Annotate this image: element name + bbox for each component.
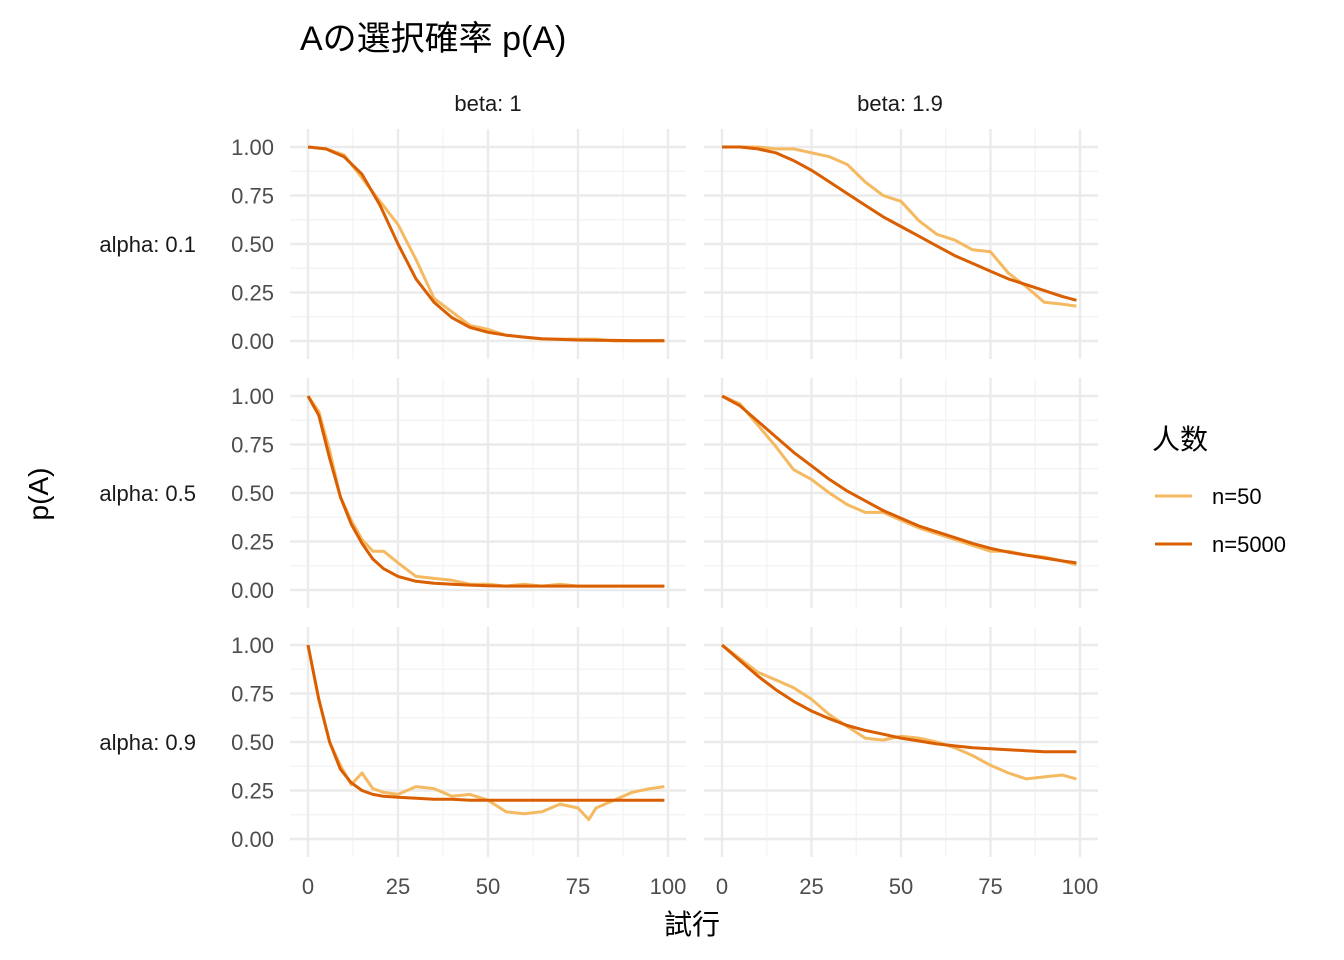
- panel-r2-c0: 0.00 0.25 0.50 0.75 1.00 alpha: 0.9 0 25 50 75 100: [99, 627, 686, 899]
- x-tick-label: 0: [716, 874, 728, 899]
- y-tick-label: 0.00: [231, 329, 274, 354]
- panel-r0-c0: 0.00 0.25 0.50 0.75 1.00 alpha: 0.1: [99, 129, 686, 359]
- y-tick-label: 0.75: [231, 433, 274, 458]
- legend-label-n50: n=50: [1212, 484, 1262, 509]
- chart-title: Aの選択確率 p(A): [300, 20, 566, 58]
- col-strip-beta-1: beta: 1: [454, 91, 521, 116]
- y-tick-label: 1.00: [231, 135, 274, 160]
- col-strip-beta-1-9: beta: 1.9: [857, 91, 943, 116]
- x-tick-label: 100: [1062, 874, 1099, 899]
- series-line-n5000: [306, 644, 665, 802]
- y-tick-label: 0.75: [231, 682, 274, 707]
- y-tick-label: 0.00: [231, 827, 274, 852]
- legend-label-n5000: n=5000: [1212, 532, 1286, 557]
- y-tick-label: 0.25: [231, 530, 274, 555]
- panel-r1-c1: [704, 378, 1098, 608]
- series-line-n5000: [722, 145, 1077, 302]
- row-strip-label: alpha: 0.5: [99, 481, 196, 506]
- x-tick-label: 25: [386, 874, 410, 899]
- y-tick-label: 0.75: [231, 184, 274, 209]
- x-tick-label: 100: [650, 874, 687, 899]
- y-tick-label: 1.00: [231, 384, 274, 409]
- y-tick-label: 0.25: [231, 281, 274, 306]
- series-line-n50: [306, 395, 665, 588]
- x-tick-label: 75: [566, 874, 590, 899]
- legend: 人数 n=50 n=5000: [1152, 424, 1286, 557]
- x-tick-label: 50: [889, 874, 913, 899]
- x-tick-label: 75: [978, 874, 1002, 899]
- series-line-n5000: [306, 395, 665, 588]
- y-tick-label: 0.25: [231, 779, 274, 804]
- series-line-n5000: [307, 145, 665, 343]
- series-line-n5000: [721, 394, 1077, 565]
- panel-r1-c0: 0.00 0.25 0.50 0.75 1.00 alpha: 0.5: [99, 378, 686, 608]
- x-axis-title: 試行: [664, 909, 720, 940]
- y-tick-label: 0.50: [231, 232, 274, 257]
- y-axis-title: p(A): [23, 468, 54, 521]
- row-strip-label: alpha: 0.9: [99, 730, 196, 755]
- panel-r2-c1: 0 25 50 75 100: [704, 627, 1098, 899]
- series-line-n50: [306, 644, 665, 822]
- x-tick-label: 25: [799, 874, 823, 899]
- series-line-n5000: [721, 643, 1077, 754]
- x-tick-label: 50: [476, 874, 500, 899]
- x-tick-label: 0: [302, 874, 314, 899]
- legend-title: 人数: [1152, 424, 1208, 455]
- series-line-n50: [721, 394, 1077, 567]
- y-tick-label: 0.00: [231, 578, 274, 603]
- panel-r0-c1: [704, 129, 1098, 359]
- row-strip-label: alpha: 0.1: [99, 232, 196, 257]
- y-tick-label: 0.50: [231, 481, 274, 506]
- y-tick-label: 1.00: [231, 633, 274, 658]
- y-tick-label: 0.50: [231, 730, 274, 755]
- series-line-n50: [721, 643, 1077, 781]
